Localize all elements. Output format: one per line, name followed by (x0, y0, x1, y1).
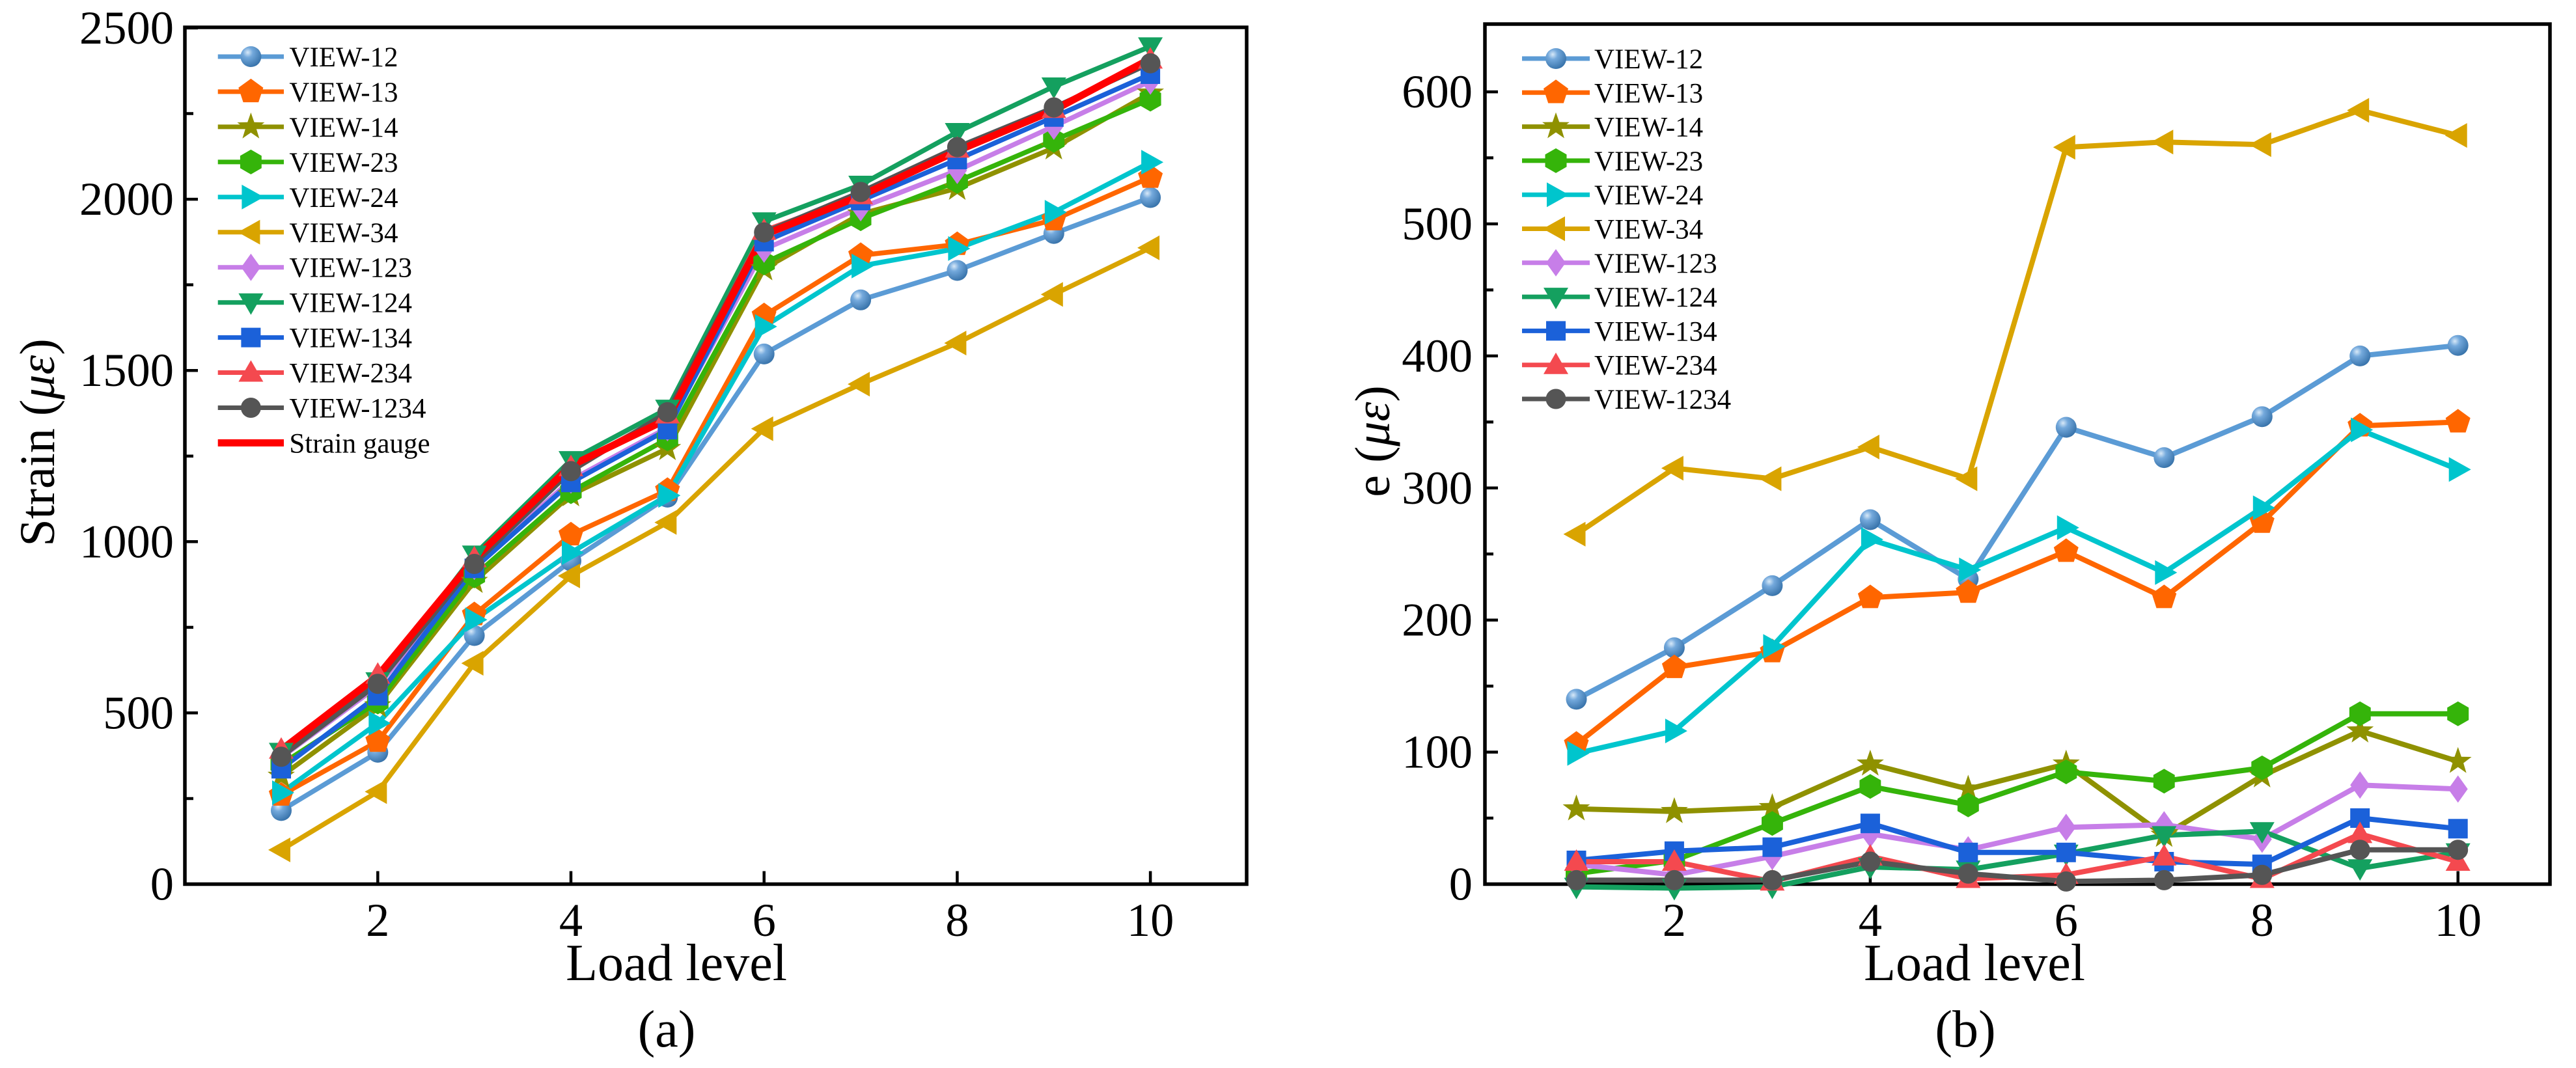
svg-text:VIEW-13: VIEW-13 (289, 77, 398, 108)
svg-text:VIEW-123: VIEW-123 (289, 253, 412, 284)
svg-text:100: 100 (1402, 726, 1473, 778)
svg-text:1500: 1500 (79, 344, 174, 396)
svg-text:VIEW-14: VIEW-14 (1594, 113, 1703, 143)
svg-text:VIEW-134: VIEW-134 (289, 323, 412, 354)
svg-text:VIEW-134: VIEW-134 (1594, 316, 1717, 347)
svg-text:VIEW-124: VIEW-124 (289, 288, 412, 319)
svg-text:10: 10 (2434, 894, 2482, 946)
svg-text:8: 8 (945, 894, 969, 946)
svg-text:(b): (b) (1935, 1001, 1995, 1058)
svg-text:VIEW-24: VIEW-24 (1594, 180, 1703, 211)
svg-text:VIEW-23: VIEW-23 (289, 148, 398, 178)
svg-text:VIEW-234: VIEW-234 (1594, 351, 1717, 381)
svg-text:8: 8 (2251, 894, 2274, 946)
svg-text:10: 10 (1127, 894, 1174, 946)
svg-text:VIEW-234: VIEW-234 (289, 359, 412, 389)
svg-text:VIEW-12: VIEW-12 (1594, 44, 1703, 75)
svg-text:2500: 2500 (79, 1, 174, 54)
svg-text:Load level: Load level (1864, 935, 2085, 992)
svg-text:VIEW-34: VIEW-34 (1594, 215, 1703, 245)
svg-text:0: 0 (1449, 858, 1473, 911)
svg-text:300: 300 (1402, 461, 1473, 514)
svg-text:2000: 2000 (79, 172, 174, 225)
svg-text:VIEW-23: VIEW-23 (1594, 146, 1703, 177)
svg-text:VIEW-14: VIEW-14 (289, 113, 398, 143)
svg-text:VIEW-12: VIEW-12 (289, 42, 398, 73)
svg-text:400: 400 (1402, 329, 1473, 382)
svg-text:VIEW-124: VIEW-124 (1594, 282, 1717, 313)
svg-text:VIEW-34: VIEW-34 (289, 218, 398, 249)
svg-text:2: 2 (1663, 894, 1686, 946)
svg-text:VIEW-1234: VIEW-1234 (289, 394, 426, 424)
svg-text:500: 500 (1402, 197, 1473, 250)
svg-text:0: 0 (150, 858, 174, 911)
svg-text:1000: 1000 (79, 515, 174, 568)
svg-text:VIEW-1234: VIEW-1234 (1594, 385, 1731, 415)
svg-text:4: 4 (559, 894, 583, 946)
svg-text:e (με): e (με) (1346, 385, 1400, 497)
svg-text:200: 200 (1402, 594, 1473, 646)
svg-text:2: 2 (366, 894, 389, 946)
svg-text:Strain gauge: Strain gauge (289, 429, 430, 459)
svg-text:Strain (με): Strain (με) (10, 338, 65, 546)
svg-text:4: 4 (1859, 894, 1882, 946)
svg-text:6: 6 (753, 894, 776, 946)
svg-text:VIEW-123: VIEW-123 (1594, 249, 1717, 279)
svg-text:500: 500 (103, 686, 174, 739)
svg-text:Load level: Load level (566, 935, 787, 992)
svg-text:(a): (a) (638, 1001, 696, 1058)
svg-text:VIEW-13: VIEW-13 (1594, 78, 1703, 109)
svg-text:600: 600 (1402, 65, 1473, 118)
svg-text:VIEW-24: VIEW-24 (289, 183, 398, 213)
svg-text:6: 6 (2055, 894, 2078, 946)
